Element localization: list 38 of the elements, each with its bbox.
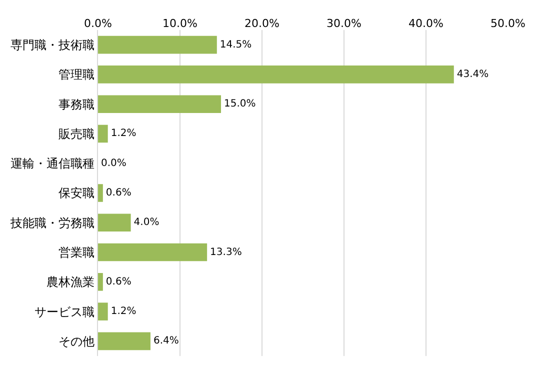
x-tick-label: 10.0% — [162, 16, 198, 30]
y-tick-label: 専門職・技術職 — [10, 38, 95, 52]
bar — [98, 332, 150, 350]
bar — [98, 243, 208, 262]
x-tick-label: 30.0% — [326, 16, 362, 30]
y-tick-label: 営業職 — [58, 245, 95, 260]
y-tick-label: 農林漁業 — [46, 275, 95, 290]
bar — [98, 36, 217, 54]
data-label: 13.3% — [210, 246, 242, 258]
y-tick-label: 運輸・通信職種 — [10, 156, 95, 171]
bar — [98, 95, 221, 113]
data-label: 15.0% — [224, 98, 256, 110]
data-label: 0.6% — [106, 188, 132, 198]
data-label: 0.0% — [101, 158, 126, 169]
data-label: 1.2% — [110, 128, 136, 140]
data-label: 43.4% — [456, 68, 489, 80]
data-label: 0.6% — [106, 276, 132, 288]
bar — [98, 214, 131, 232]
y-tick-label: 販売職 — [58, 126, 95, 141]
x-tick-label: 0.0% — [84, 16, 112, 30]
x-tick-label: 50.0% — [490, 16, 526, 30]
data-label: 1.2% — [110, 306, 136, 318]
bar — [98, 302, 108, 320]
bar — [98, 66, 454, 84]
data-label: 14.5% — [220, 39, 252, 50]
y-tick-label: サービス職 — [34, 304, 95, 319]
data-label: 6.4% — [153, 336, 179, 347]
bar — [98, 124, 108, 143]
y-tick-label: 事務職 — [58, 97, 95, 112]
y-tick-label: その他 — [58, 334, 95, 348]
x-tick-label: 40.0% — [408, 16, 444, 30]
y-tick-label: 技能職・労務職 — [10, 216, 95, 230]
bar — [98, 273, 103, 291]
bar — [98, 184, 103, 202]
y-tick-label: 管理職 — [58, 68, 95, 82]
y-tick-label: 保安職 — [58, 186, 95, 200]
data-label: 4.0% — [134, 217, 160, 228]
x-tick-label: 20.0% — [244, 16, 280, 30]
